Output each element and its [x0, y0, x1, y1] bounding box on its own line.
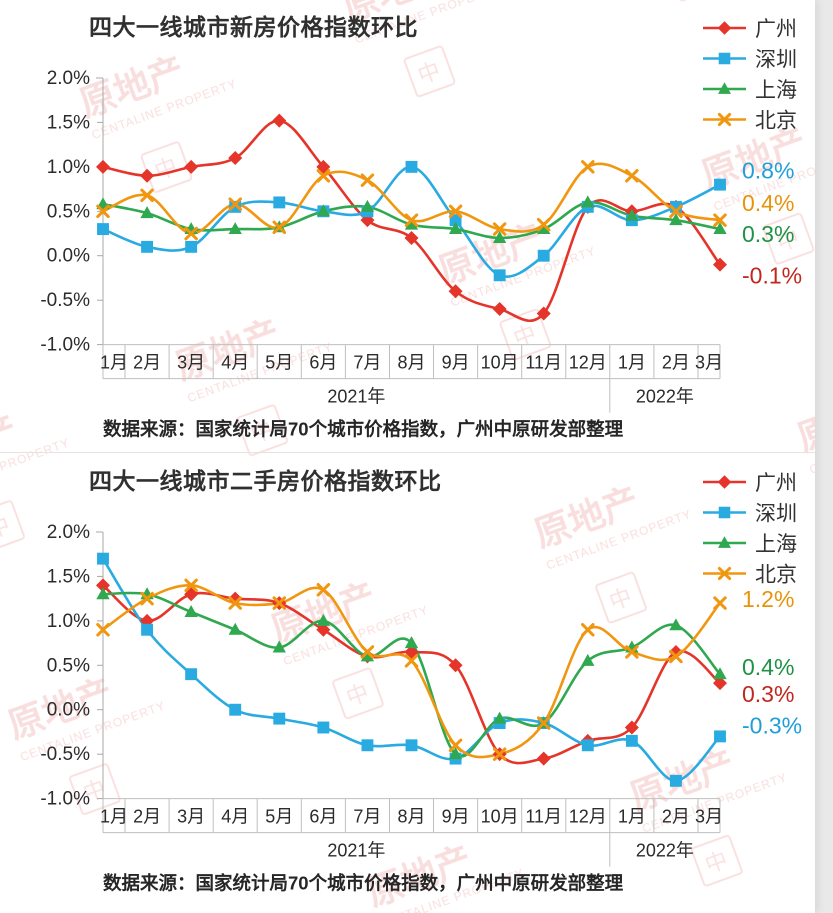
svg-text:0.0%: 0.0% — [47, 700, 90, 721]
svg-text:3月: 3月 — [695, 807, 723, 827]
svg-text:-1.0%: -1.0% — [40, 335, 90, 356]
svg-text:12月: 12月 — [569, 353, 607, 373]
svg-text:0.0%: 0.0% — [47, 246, 90, 267]
svg-text:1.5%: 1.5% — [47, 566, 90, 587]
svg-text:12月: 12月 — [569, 807, 607, 827]
svg-text:1月: 1月 — [618, 353, 646, 373]
svg-text:2月: 2月 — [662, 353, 690, 373]
svg-text:深圳: 深圳 — [755, 503, 797, 526]
svg-text:广州: 广州 — [755, 18, 797, 41]
svg-text:3月: 3月 — [695, 353, 723, 373]
svg-text:-0.5%: -0.5% — [40, 290, 90, 311]
svg-text:7月: 7月 — [353, 353, 381, 373]
svg-text:-0.1%: -0.1% — [742, 263, 802, 289]
svg-text:2022年: 2022年 — [636, 387, 694, 407]
svg-text:2021年: 2021年 — [327, 841, 385, 861]
svg-text:1.2%: 1.2% — [742, 586, 794, 612]
svg-text:3月: 3月 — [177, 807, 205, 827]
svg-text:上海: 上海 — [755, 79, 797, 102]
svg-text:6月: 6月 — [309, 353, 337, 373]
svg-text:5月: 5月 — [265, 353, 293, 373]
svg-text:11月: 11月 — [525, 353, 562, 373]
svg-text:1.5%: 1.5% — [47, 112, 90, 133]
svg-text:-0.5%: -0.5% — [40, 744, 90, 765]
svg-text:数据来源：国家统计局70个城市价格指数，广州中原研发部整理: 数据来源：国家统计局70个城市价格指数，广州中原研发部整理 — [103, 419, 624, 440]
svg-text:0.8%: 0.8% — [742, 158, 794, 184]
svg-text:0.3%: 0.3% — [742, 681, 794, 707]
svg-text:2021年: 2021年 — [327, 387, 385, 407]
svg-text:北京: 北京 — [755, 564, 797, 587]
svg-text:广州: 广州 — [755, 472, 797, 495]
svg-text:5月: 5月 — [265, 807, 293, 827]
svg-text:1月: 1月 — [618, 807, 646, 827]
svg-text:2月: 2月 — [662, 807, 690, 827]
svg-text:4月: 4月 — [221, 353, 249, 373]
svg-text:0.4%: 0.4% — [742, 190, 794, 216]
svg-text:6月: 6月 — [309, 807, 337, 827]
svg-text:上海: 上海 — [755, 533, 797, 556]
svg-text:2022年: 2022年 — [636, 841, 694, 861]
svg-text:10月: 10月 — [481, 807, 519, 827]
svg-text:-1.0%: -1.0% — [40, 789, 90, 810]
svg-text:1.0%: 1.0% — [47, 611, 90, 632]
svg-text:7月: 7月 — [353, 807, 381, 827]
svg-text:1月: 1月 — [100, 807, 128, 827]
svg-text:1.0%: 1.0% — [47, 157, 90, 178]
svg-text:0.3%: 0.3% — [742, 221, 794, 247]
svg-text:0.5%: 0.5% — [47, 655, 90, 676]
svg-text:4月: 4月 — [221, 807, 249, 827]
svg-text:3月: 3月 — [177, 353, 205, 373]
svg-text:四大一线城市新房价格指数环比: 四大一线城市新房价格指数环比 — [89, 14, 418, 40]
svg-text:0.4%: 0.4% — [742, 654, 794, 680]
svg-text:9月: 9月 — [442, 807, 470, 827]
svg-text:9月: 9月 — [442, 353, 470, 373]
svg-text:2.0%: 2.0% — [47, 68, 90, 89]
svg-text:深圳: 深圳 — [755, 49, 797, 72]
svg-text:2月: 2月 — [133, 353, 161, 373]
svg-text:北京: 北京 — [755, 110, 797, 133]
svg-text:8月: 8月 — [397, 353, 425, 373]
svg-text:2月: 2月 — [133, 807, 161, 827]
svg-text:11月: 11月 — [525, 807, 562, 827]
svg-text:10月: 10月 — [481, 353, 519, 373]
svg-text:-0.3%: -0.3% — [742, 712, 802, 738]
svg-text:1月: 1月 — [100, 353, 128, 373]
svg-text:数据来源：国家统计局70个城市价格指数，广州中原研发部整理: 数据来源：国家统计局70个城市价格指数，广州中原研发部整理 — [103, 873, 624, 894]
svg-text:8月: 8月 — [397, 807, 425, 827]
svg-text:2.0%: 2.0% — [47, 522, 90, 543]
svg-text:四大一线城市二手房价格指数环比: 四大一线城市二手房价格指数环比 — [89, 468, 442, 494]
svg-text:0.5%: 0.5% — [47, 201, 90, 222]
